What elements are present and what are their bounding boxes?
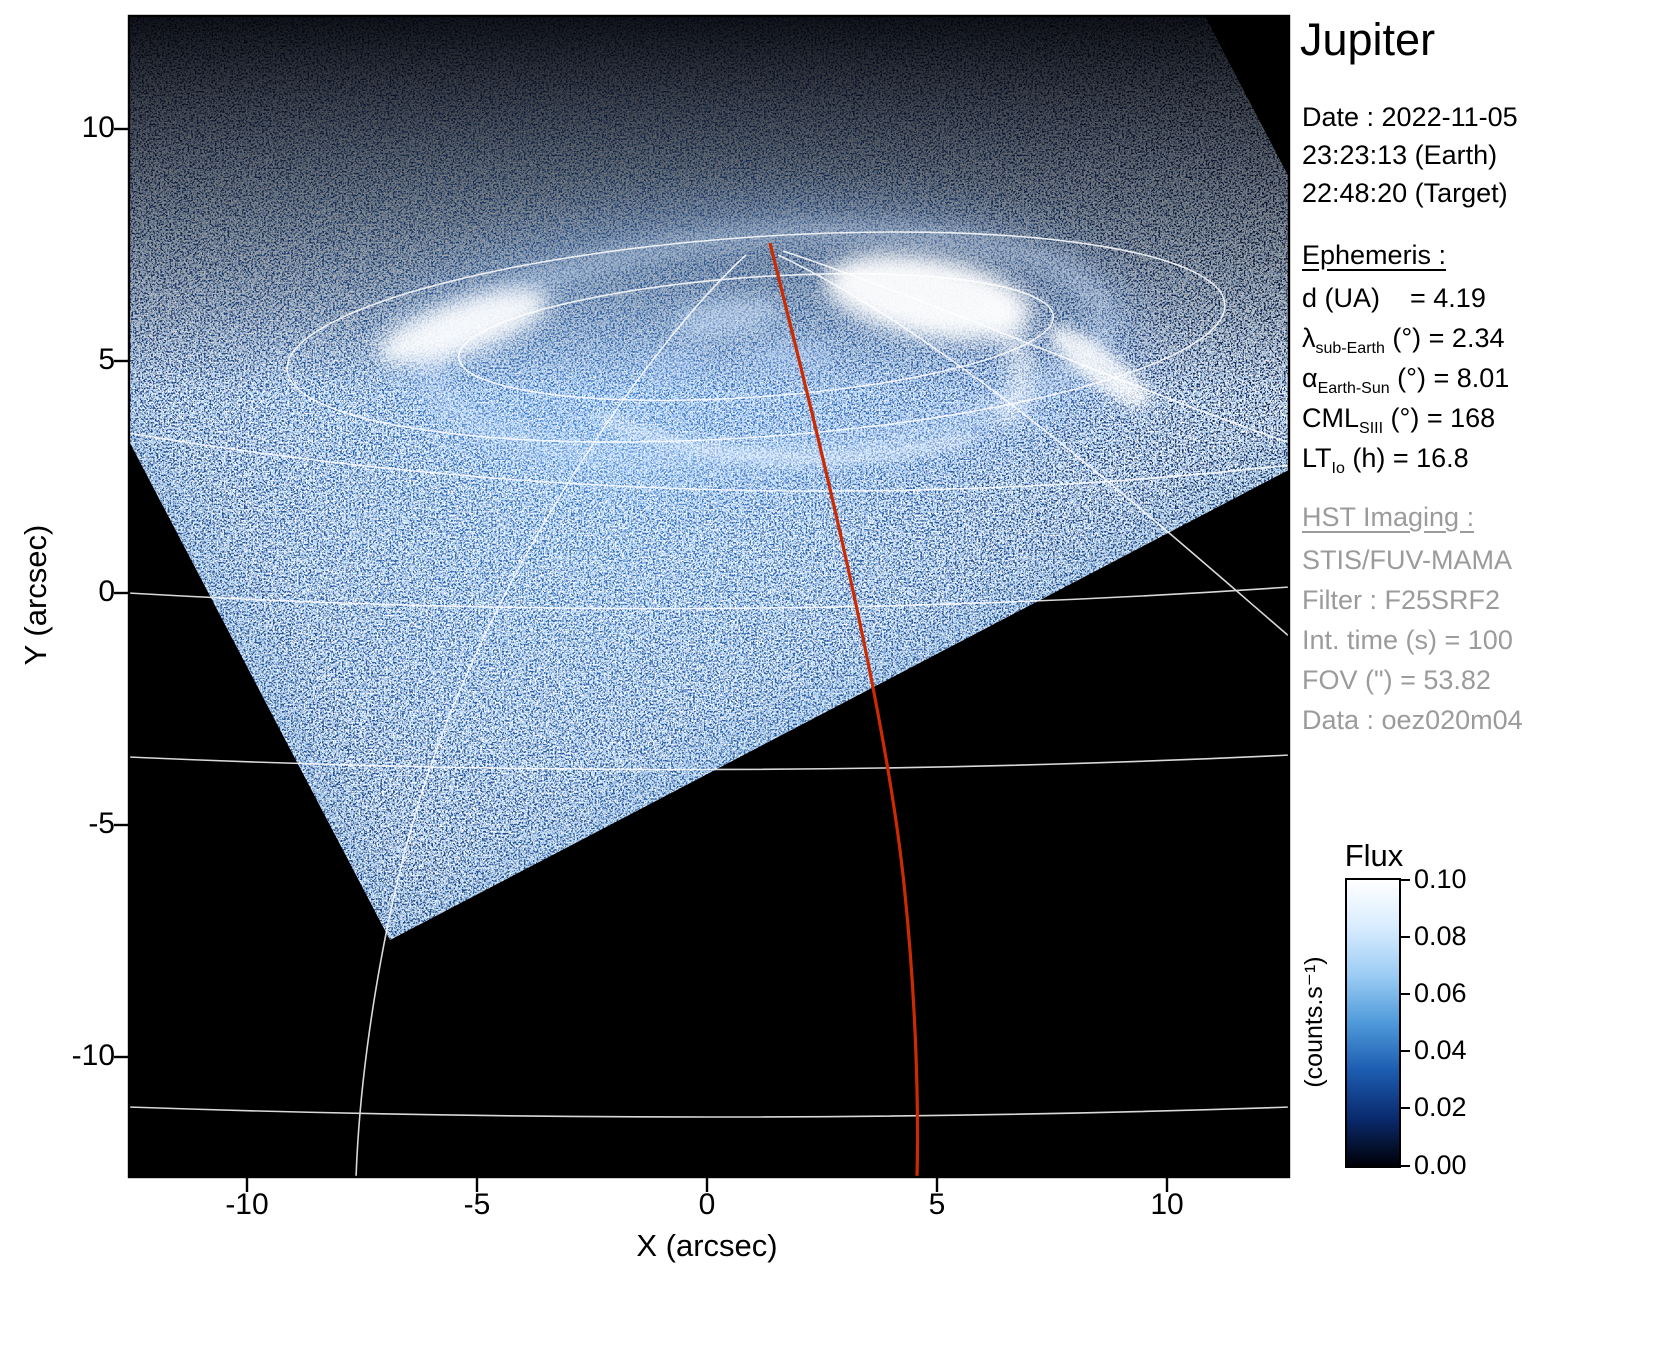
ephemeris-header: Ephemeris : bbox=[1302, 240, 1447, 270]
ephemeris-line: αEarth-Sun (°) = 8.01 bbox=[1302, 363, 1510, 397]
y-tick-label: 10 bbox=[81, 111, 115, 144]
y-tick-label: -10 bbox=[71, 1039, 115, 1072]
y-axis-label: Y (arcsec) bbox=[18, 524, 53, 666]
colorbar-tick-label: 0.08 bbox=[1414, 921, 1467, 951]
ephemeris-line: CMLSIII (°) = 168 bbox=[1302, 403, 1496, 437]
hst-line: FOV (") = 53.82 bbox=[1302, 665, 1491, 695]
colorbar-tick-label: 0.02 bbox=[1414, 1092, 1467, 1122]
hst-imaging-header: HST Imaging : bbox=[1302, 502, 1475, 532]
y-tick-label: -5 bbox=[88, 807, 115, 840]
plot-frame bbox=[114, 14, 1291, 1192]
target-time: 22:48:20 (Target) bbox=[1302, 178, 1508, 208]
hst-imaging-block: STIS/FUV-MAMA Filter : F25SRF2 Int. time… bbox=[1302, 540, 1523, 740]
colorbar-tick bbox=[1401, 879, 1410, 881]
colorbar-tick bbox=[1401, 993, 1410, 995]
x-tick-label: 10 bbox=[1150, 1188, 1184, 1221]
aurora-oval bbox=[376, 195, 1151, 495]
ephemeris-line: LTIo (h) = 16.8 bbox=[1302, 443, 1469, 477]
hst-line: Data : oez020m04 bbox=[1302, 705, 1523, 735]
axis-ticks-bottom bbox=[245, 1178, 1169, 1192]
y-tick-label: 5 bbox=[98, 343, 115, 376]
date-block: Date : 2022-11-05 23:23:13 (Earth) 22:48… bbox=[1302, 98, 1518, 212]
date-line: Date : 2022-11-05 bbox=[1302, 102, 1518, 132]
earth-time: 23:23:13 (Earth) bbox=[1302, 140, 1498, 170]
colorbar-tick-label: 0.06 bbox=[1414, 978, 1467, 1008]
x-tick-label: 0 bbox=[698, 1188, 716, 1221]
colorbar bbox=[1345, 878, 1401, 1168]
colorbar-tick bbox=[1401, 1050, 1410, 1052]
x-tick-label: -10 bbox=[225, 1188, 269, 1221]
colorbar-tick-label: 0.10 bbox=[1414, 864, 1467, 894]
colorbar-tick bbox=[1401, 1107, 1410, 1109]
colorbar-unit-label: (counts.s⁻¹) bbox=[1300, 956, 1328, 1088]
hst-line: STIS/FUV-MAMA bbox=[1302, 545, 1513, 575]
colorbar-tick-label: 0.00 bbox=[1414, 1150, 1467, 1180]
graticule bbox=[128, 231, 1290, 1178]
figure-title: Jupiter bbox=[1300, 14, 1436, 65]
colorbar-gradient bbox=[1347, 880, 1399, 1166]
x-tick-label: 5 bbox=[928, 1188, 946, 1221]
x-axis-label: X (arcsec) bbox=[636, 1228, 778, 1263]
aurora-image-plot bbox=[114, 14, 1291, 1192]
colorbar-title: Flux bbox=[1344, 838, 1404, 873]
ephemeris-line: λsub-Earth (°) = 2.34 bbox=[1302, 323, 1505, 357]
axis-ticks-left bbox=[114, 127, 128, 1059]
colorbar-tick bbox=[1401, 1165, 1410, 1167]
colorbar-tick bbox=[1401, 936, 1410, 938]
hst-line: Int. time (s) = 100 bbox=[1302, 625, 1513, 655]
ephemeris-block: d (UA) = 4.19 λsub-Earth (°) = 2.34 αEar… bbox=[1302, 278, 1509, 478]
y-tick-label: 0 bbox=[98, 575, 115, 608]
colorbar-tick-label: 0.04 bbox=[1414, 1035, 1467, 1065]
ephemeris-line: d (UA) = 4.19 bbox=[1302, 283, 1486, 313]
x-tick-label: -5 bbox=[463, 1188, 491, 1221]
red-meridian-line bbox=[768, 242, 920, 1178]
hst-line: Filter : F25SRF2 bbox=[1302, 585, 1501, 615]
